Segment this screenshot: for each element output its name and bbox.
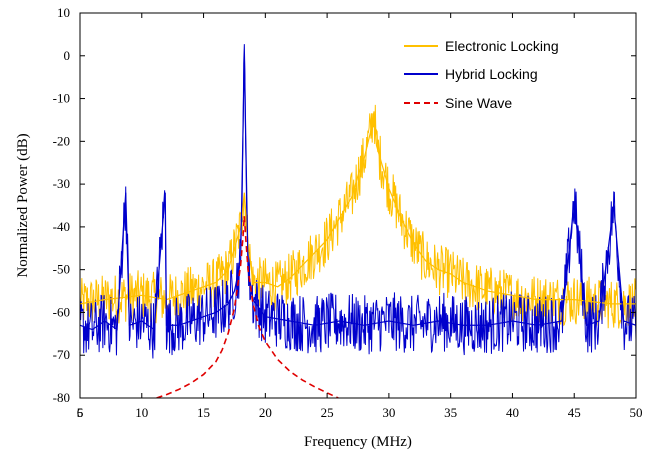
y-tick-label: -50 [53, 262, 70, 277]
y-tick-label: -60 [53, 304, 70, 319]
x-axis-title: Frequency (MHz) [304, 434, 412, 450]
noise-trace-electronic [80, 104, 636, 329]
y-tick-label: -10 [53, 91, 70, 106]
y-tick-label: -70 [53, 347, 70, 362]
y-axis-title: Normalized Power (dB) [15, 133, 31, 277]
y-tick-label: -40 [53, 219, 70, 234]
series-lines [80, 55, 636, 398]
x-tick-label: 50 [630, 405, 643, 420]
legend-label-sine: Sine Wave [445, 95, 512, 111]
y-tick-label: -20 [53, 133, 70, 148]
x-tick-label: 25 [321, 405, 334, 420]
y-tick-label: 0 [64, 48, 71, 63]
y-tick-label: 10 [57, 5, 70, 20]
noise-traces [80, 44, 636, 359]
noise-trace-hybrid [80, 44, 636, 359]
x-tick-label: 45 [568, 405, 581, 420]
legend-label-electronic: Electronic Locking [445, 38, 559, 54]
legend-label-hybrid: Hybrid Locking [445, 66, 538, 82]
x-tick-label: 20 [259, 405, 272, 420]
series-line-electronic [80, 111, 636, 305]
y-tick-label: -30 [53, 176, 70, 191]
tick-labels: 5 10 15 20 25 30 35 40 45 50 6 10 0 -10 -20 -30 -40 -50 -6… [53, 5, 643, 420]
series-line-sine [156, 216, 339, 398]
x-tick-label: 30 [382, 405, 395, 420]
legend: Electronic Locking Hybrid Locking Sine W… [404, 38, 559, 111]
axis-ticks [79, 12, 637, 399]
x-tick-label: 5 [77, 405, 84, 420]
x-tick-label: 10 [135, 405, 148, 420]
x-tick-label-extra: 6 [77, 405, 84, 420]
y-tick-label: -80 [53, 390, 70, 405]
x-tick-label: 35 [444, 405, 457, 420]
x-tick-label: 15 [197, 405, 210, 420]
plot-frame [79, 12, 637, 399]
x-tick-label: 40 [506, 405, 519, 420]
